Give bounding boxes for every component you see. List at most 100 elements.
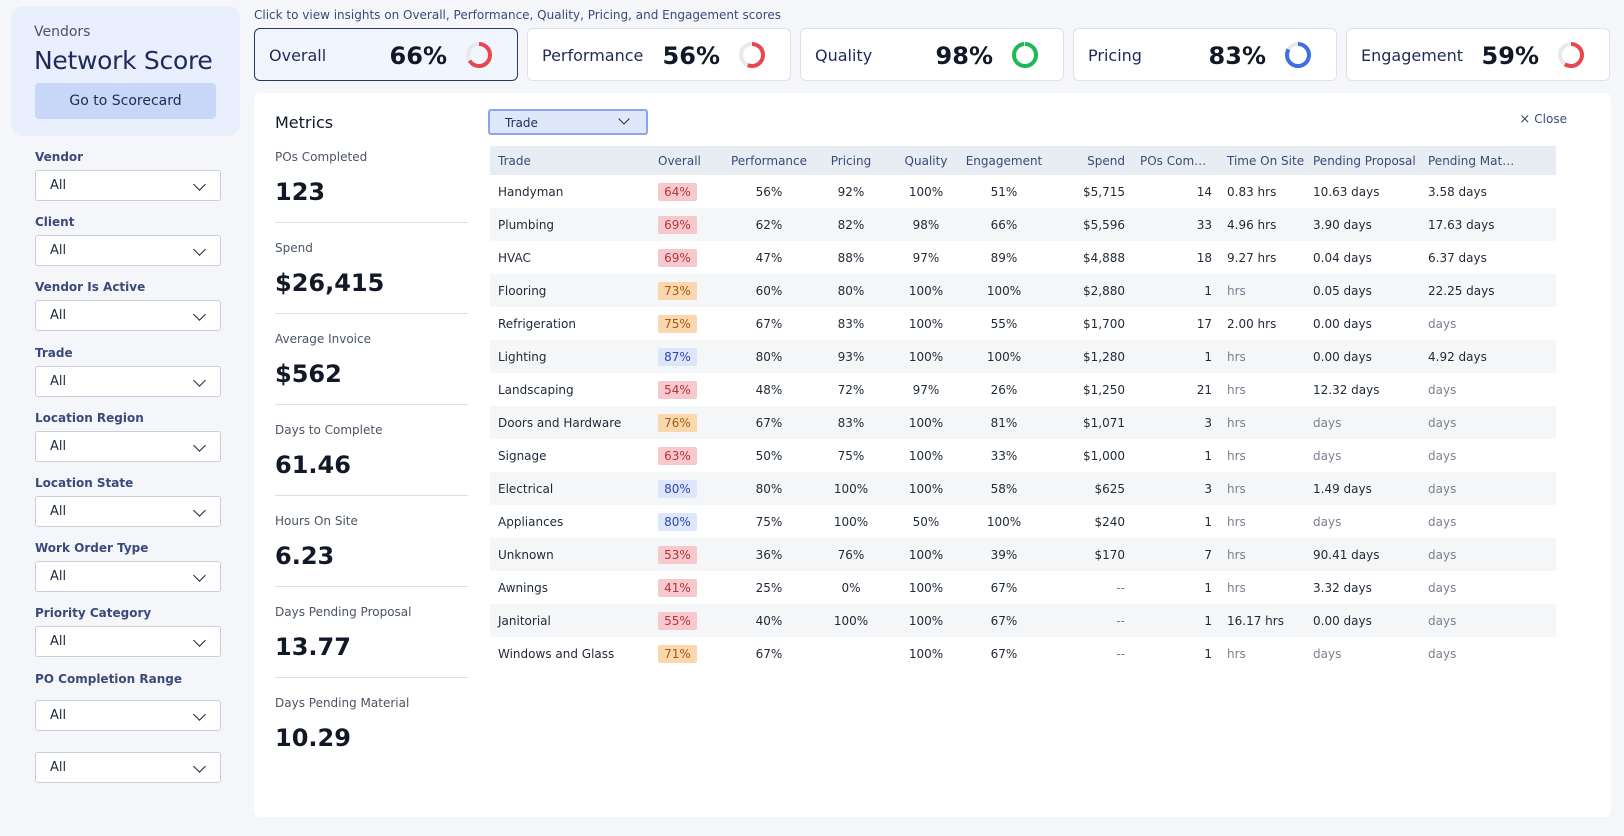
cell-spend: $1,000 [1083,448,1125,463]
cell-spend: $240 [1094,514,1125,529]
cell-quality: 100% [908,613,944,628]
brand-kicker: Vendors [34,24,91,40]
table-row[interactable]: Unknown 53% 36% 76% 100% 39% $170 7 hrs 90.41 day… [490,538,1556,571]
cell-overall: 76% [658,413,726,432]
cell-pos-completed: 1 [1204,448,1212,463]
cell-pending-materials: 3.58 days [1428,184,1487,199]
cell-engagement: 66% [990,217,1018,232]
col-overall[interactable]: Overall [658,153,701,168]
overall-score-badge: 73% [658,281,697,300]
cell-performance: 25% [755,580,783,595]
cell-engagement: 81% [990,415,1018,430]
chevron-down-icon [193,634,206,648]
col-trade[interactable]: Trade [498,153,531,168]
priority-category-select[interactable]: All [35,626,221,658]
client-select[interactable]: All [35,235,221,267]
col-engagement[interactable]: Engagement [965,153,1043,168]
location-region-select[interactable]: All [35,430,221,462]
filter-label: Vendor [35,150,84,164]
select-value: All [50,569,67,585]
table-row[interactable]: Appliances 80% 75% 100% 50% 100% $240 1 hrs days d… [490,505,1556,538]
col-pending-proposal[interactable]: Pending Proposal [1313,153,1416,168]
chevron-down-icon [193,438,206,452]
cell-pending-materials: days [1428,547,1457,562]
cell-pos-completed: 1 [1204,646,1212,661]
table-row[interactable]: Handyman 64% 56% 92% 100% 51% $5,715 14 0.83 hrs… [490,175,1556,208]
cell-performance: 50% [755,448,783,463]
table-row[interactable]: HVAC 69% 47% 88% 97% 89% $4,888 18 9.27 hrs 0.04 … [490,241,1556,274]
cell-trade: HVAC [498,250,531,265]
cell-pos-completed: 3 [1204,415,1212,430]
table-row[interactable]: Refrigeration 75% 67% 83% 100% 55% $1,700 17 2.0… [490,307,1556,340]
cell-pending-proposal: 0.05 days [1313,283,1372,298]
table-row[interactable]: Windows and Glass 71% 67% 100% 67% -- 1 hrs days… [490,637,1556,670]
chevron-down-icon [193,243,206,257]
table-row[interactable]: Doors and Hardware 76% 67% 83% 100% 81% $1,071… [490,406,1556,439]
cell-pending-proposal: 3.90 days [1313,217,1372,232]
metric-value: 6.23 [275,542,335,570]
col-pending-materials[interactable]: Pending Materials [1428,153,1520,168]
select-value: All [50,373,67,389]
table-row[interactable]: Electrical 80% 80% 100% 100% 58% $625 3 hrs 1.49 … [490,472,1556,505]
cell-performance: 67% [755,316,783,331]
filter-label: PO Completion Range [35,671,182,686]
table-row[interactable]: Janitorial 55% 40% 100% 100% 67% -- 1 16.17 hrs 0… [490,604,1556,637]
cell-overall: 63% [658,446,726,465]
metric-value: 10.29 [275,724,351,752]
col-pos-completed[interactable]: POs Comple... [1140,153,1212,168]
tab-score: 59% [1481,42,1539,70]
cell-spend: $5,715 [1083,184,1125,199]
col-performance[interactable]: Performance [730,153,808,168]
cell-engagement: 33% [990,448,1018,463]
location-state-select[interactable]: All [35,495,221,527]
overall-score-badge: 80% [658,479,697,498]
col-spend[interactable]: Spend [1087,153,1125,168]
tab-pricing[interactable]: Pricing 83% [1073,28,1337,81]
col-pricing[interactable]: Pricing [830,153,872,168]
select-value: All [50,243,67,259]
cell-spend: $1,250 [1083,382,1125,397]
select-value: All [50,438,67,454]
table-body: Handyman 64% 56% 92% 100% 51% $5,715 14 0.83 hrs… [490,175,1556,670]
cell-overall: 69% [658,248,726,267]
cell-quality: 100% [908,283,944,298]
vendor-select[interactable]: All [35,170,221,201]
work-order-type-select[interactable]: All [35,561,221,593]
trade-select[interactable]: All [35,365,221,397]
metric-card: Hours On Site 6.23 [275,496,468,587]
overall-score-badge: 75% [658,314,697,333]
trade-table: Trade Overall Performance Pricing Qualit… [490,146,1556,670]
tab-overall[interactable]: Overall 66% [254,28,518,81]
cell-quality: 100% [908,448,944,463]
cell-trade: Refrigeration [498,316,576,331]
cell-overall: 75% [658,314,726,333]
cell-pending-materials: 22.25 days [1428,283,1495,298]
group-by-select[interactable]: Trade [488,109,648,135]
tab-engagement[interactable]: Engagement 59% [1346,28,1610,81]
cell-time-on-site: hrs [1227,349,1246,364]
metrics-title: Metrics [275,113,334,132]
table-row[interactable]: Lighting 87% 80% 93% 100% 100% $1,280 1 hrs 0.00 … [490,340,1556,373]
table-row[interactable]: Plumbing 69% 62% 82% 98% 66% $5,596 33 4.96 hrs 3… [490,208,1556,241]
table-row[interactable]: Awnings 41% 25% 0% 100% 67% -- 1 hrs 3.32 days day… [490,571,1556,604]
tab-quality[interactable]: Quality 98% [800,28,1064,81]
close-button[interactable]: × Close [1519,112,1567,127]
tab-performance[interactable]: Performance 56% [527,28,791,81]
col-quality[interactable]: Quality [904,153,948,168]
cell-overall: 54% [658,380,726,399]
vendor-is-active-select[interactable]: All [35,300,221,332]
po-completion-range-max-select[interactable]: All [35,751,221,783]
cell-time-on-site: hrs [1227,448,1246,463]
po-completion-range-min-select[interactable]: All [35,699,221,731]
brand-card: Vendors Network Score Go to Scorecard [11,6,240,136]
cell-pending-materials: days [1428,415,1457,430]
go-to-scorecard-button[interactable]: Go to Scorecard [35,83,216,119]
col-time-on-site[interactable]: Time On Site [1227,153,1305,168]
cell-performance: 56% [755,184,783,199]
cell-pending-proposal: days [1313,415,1342,430]
table-row[interactable]: Landscaping 54% 48% 72% 97% 26% $1,250 21 hrs 12.… [490,373,1556,406]
table-row[interactable]: Flooring 73% 60% 80% 100% 100% $2,880 1 hrs 0.05 … [490,274,1556,307]
table-row[interactable]: Signage 63% 50% 75% 100% 33% $1,000 1 hrs days day… [490,439,1556,472]
close-label: Close [1534,112,1567,126]
filter-work-order-type: Work Order Type All [35,541,223,606]
